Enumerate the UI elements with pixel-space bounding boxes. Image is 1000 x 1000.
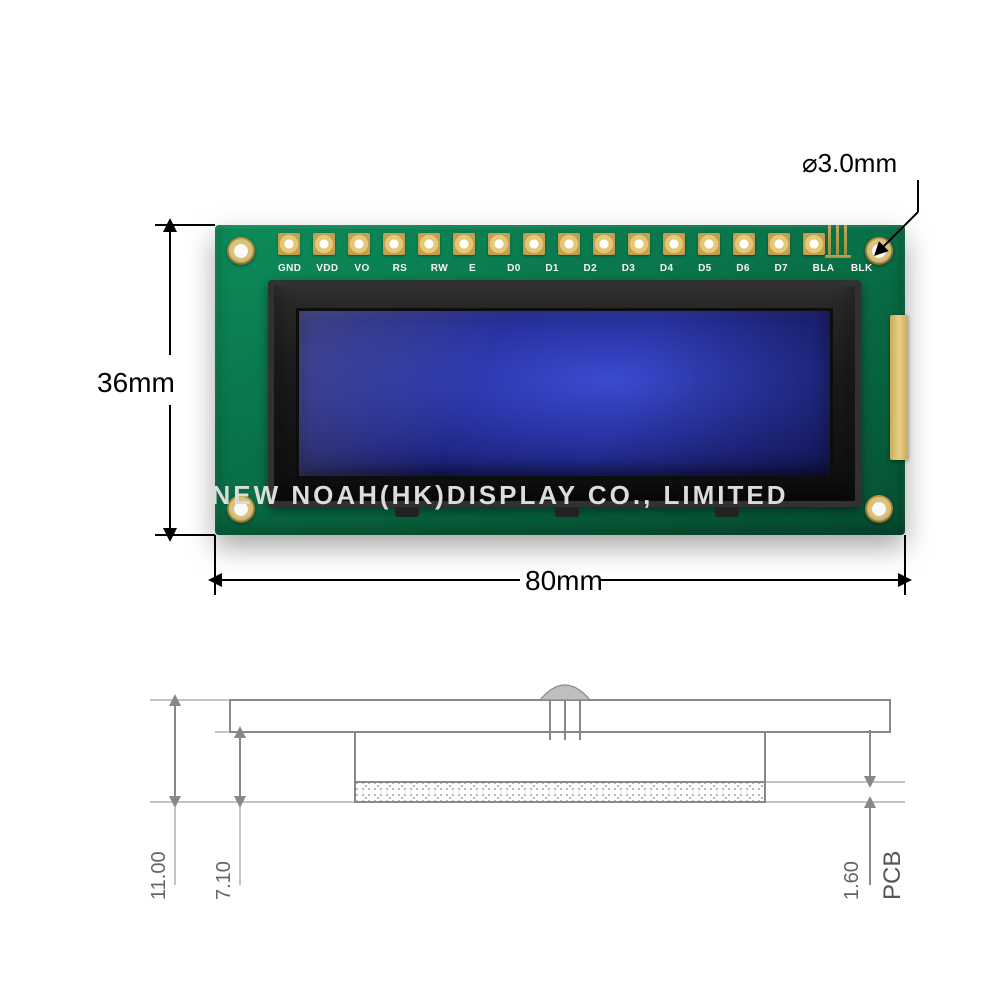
dim-width: 80mm: [215, 535, 905, 596]
pcb-suffix: PCB: [879, 851, 906, 900]
pin-label: RS: [393, 263, 428, 274]
mount-hole-icon: [865, 237, 893, 265]
dim-body-height: 7.10: [213, 861, 235, 900]
pcb-layer: [355, 782, 765, 802]
pin-label: D7: [774, 263, 809, 274]
flex-cable-icon: [890, 315, 908, 460]
pin-label: D2: [584, 263, 619, 274]
dim-height-label: 36mm: [97, 367, 175, 398]
pin-label: BLK: [851, 263, 886, 274]
bezel-tab-icon: [395, 507, 419, 517]
lcd-bezel: [268, 280, 861, 507]
epoxy-blob-icon: [540, 685, 590, 700]
mount-hole-icon: [227, 495, 255, 523]
pin-label: GND: [278, 263, 313, 274]
dim-pcb-thickness: 1.60: [841, 861, 863, 900]
lcd-screen: [296, 308, 833, 479]
pin-label: BLA: [813, 263, 848, 274]
pin-labels: GND VDD VO RS RW E D0 D1 D2 D3 D4 D5 D6 …: [278, 263, 886, 274]
mount-hole-icon: [227, 237, 255, 265]
pin-label: D5: [698, 263, 733, 274]
pin-label: E: [469, 263, 504, 274]
dim-height: 36mm: [97, 225, 215, 535]
mount-hole-icon: [865, 495, 893, 523]
bezel-tab-icon: [715, 507, 739, 517]
dim-hole-label: ⌀3.0mm: [802, 148, 897, 178]
pin-label: RW: [431, 263, 466, 274]
pin-label: VO: [354, 263, 389, 274]
pin-label: VDD: [316, 263, 351, 274]
pcb-board: GND VDD VO RS RW E D0 D1 D2 D3 D4 D5 D6 …: [215, 225, 905, 535]
pin-header: [278, 233, 838, 261]
pin-label: D3: [622, 263, 657, 274]
pin-label: D4: [660, 263, 695, 274]
bezel-tab-icon: [555, 507, 579, 517]
dim-width-label: 80mm: [525, 565, 603, 596]
pin-label: D0: [507, 263, 542, 274]
pin-label: D6: [736, 263, 771, 274]
dim-overall-height: 11.00: [148, 851, 170, 900]
pin-label: D1: [545, 263, 580, 274]
side-view: 11.00 7.10 1.60 PCB: [148, 685, 906, 900]
